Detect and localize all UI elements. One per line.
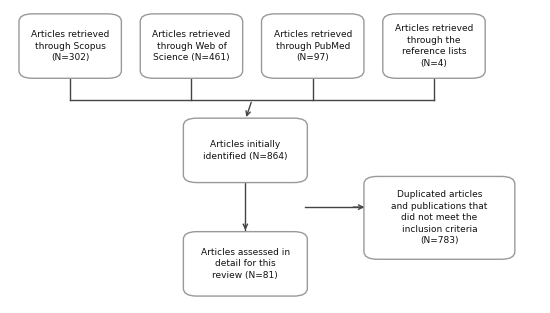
FancyBboxPatch shape [19,14,122,78]
FancyBboxPatch shape [183,232,307,296]
Text: Articles retrieved
through PubMed
(N=97): Articles retrieved through PubMed (N=97) [273,30,352,62]
Text: Articles initially
identified (N=864): Articles initially identified (N=864) [203,140,288,161]
Text: Articles assessed in
detail for this
review (N=81): Articles assessed in detail for this rev… [201,248,290,280]
FancyBboxPatch shape [383,14,485,78]
Text: Articles retrieved
through Web of
Science (N=461): Articles retrieved through Web of Scienc… [152,30,230,62]
Text: Articles retrieved
through the
reference lists
(N=4): Articles retrieved through the reference… [395,24,473,68]
FancyBboxPatch shape [140,14,243,78]
Text: Articles retrieved
through Scopus
(N=302): Articles retrieved through Scopus (N=302… [31,30,109,62]
Text: Duplicated articles
and publications that
did not meet the
inclusion criteria
(N: Duplicated articles and publications tha… [391,190,488,245]
FancyBboxPatch shape [183,118,307,182]
FancyBboxPatch shape [262,14,364,78]
FancyBboxPatch shape [364,177,515,259]
